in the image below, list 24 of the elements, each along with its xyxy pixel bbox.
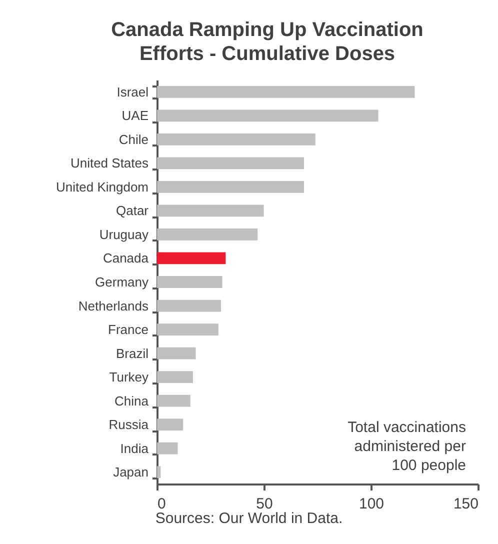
y-tick-label: Netherlands (78, 298, 149, 314)
y-tick-label: Canada (102, 250, 150, 266)
y-tick-label: France (108, 322, 148, 338)
y-tick-label: Turkey (109, 370, 149, 385)
y-tick-label: United States (70, 156, 149, 171)
y-tick-label: Israel (116, 84, 149, 100)
y-tick-label: Qatar (116, 203, 150, 218)
source-note: Sources: Our World in Data. (155, 510, 343, 527)
y-tick-label: China (114, 393, 150, 408)
y-tick-label: Uruguay (99, 226, 149, 242)
y-tick-label: Germany (95, 274, 149, 290)
y-tick-label: United Kingdom (56, 179, 148, 194)
annotation: Total vaccinations administered per 100 people (348, 419, 466, 474)
x-tick-label: 100 (358, 496, 384, 512)
y-tick-label: Japan (113, 464, 148, 480)
y-tick-label: UAE (122, 108, 149, 124)
y-tick-label: India (120, 440, 150, 456)
x-tick-label: 50 (256, 496, 273, 512)
x-tick-label: 0 (158, 496, 166, 512)
y-tick-label: Chile (118, 132, 148, 147)
chart-title: Canada Ramping Up Vaccination Efforts - Cumulative Doses (111, 19, 424, 65)
y-tick-label: Brazil (116, 346, 149, 361)
y-tick-label: Russia (108, 417, 150, 432)
x-tick-label: 150 (453, 496, 478, 512)
